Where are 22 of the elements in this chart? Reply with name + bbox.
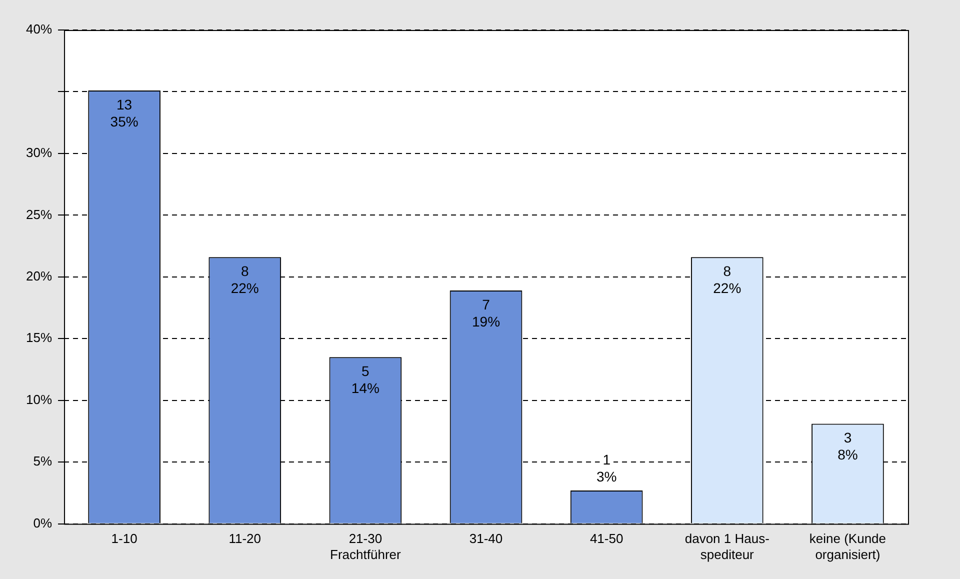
y-tick-label: 15%	[26, 330, 52, 346]
data-label: 5 14%	[351, 363, 380, 396]
y-tick-label: 0%	[33, 515, 52, 530]
data-label: 8 22%	[230, 263, 259, 296]
data-label: 8 22%	[713, 263, 742, 296]
data-label: 3 8%	[838, 430, 858, 463]
y-tick-label: 5%	[33, 454, 52, 469]
x-tick-label: 31-40	[469, 531, 503, 546]
x-tick-label: keine (Kunde organisiert)	[809, 531, 886, 562]
x-tick-label: davon 1 Haus- spediteur	[684, 531, 770, 562]
y-tick-label: 30%	[26, 145, 52, 160]
x-tick-label: 1-10	[111, 531, 138, 546]
data-label: 13 35%	[110, 96, 138, 130]
y-tick-label: 40%	[26, 22, 52, 37]
y-tick-label: 20%	[26, 268, 52, 284]
data-label: 1 3%	[596, 451, 617, 484]
x-tick-label: 41-50	[590, 531, 624, 546]
x-tick-label: 21-30 Frachtführer	[330, 531, 402, 562]
y-tick-label: 25%	[26, 206, 52, 222]
x-tick-label: 11-20	[228, 531, 262, 546]
data-label: 7 19%	[472, 296, 500, 330]
y-tick-label: 10%	[26, 392, 52, 407]
